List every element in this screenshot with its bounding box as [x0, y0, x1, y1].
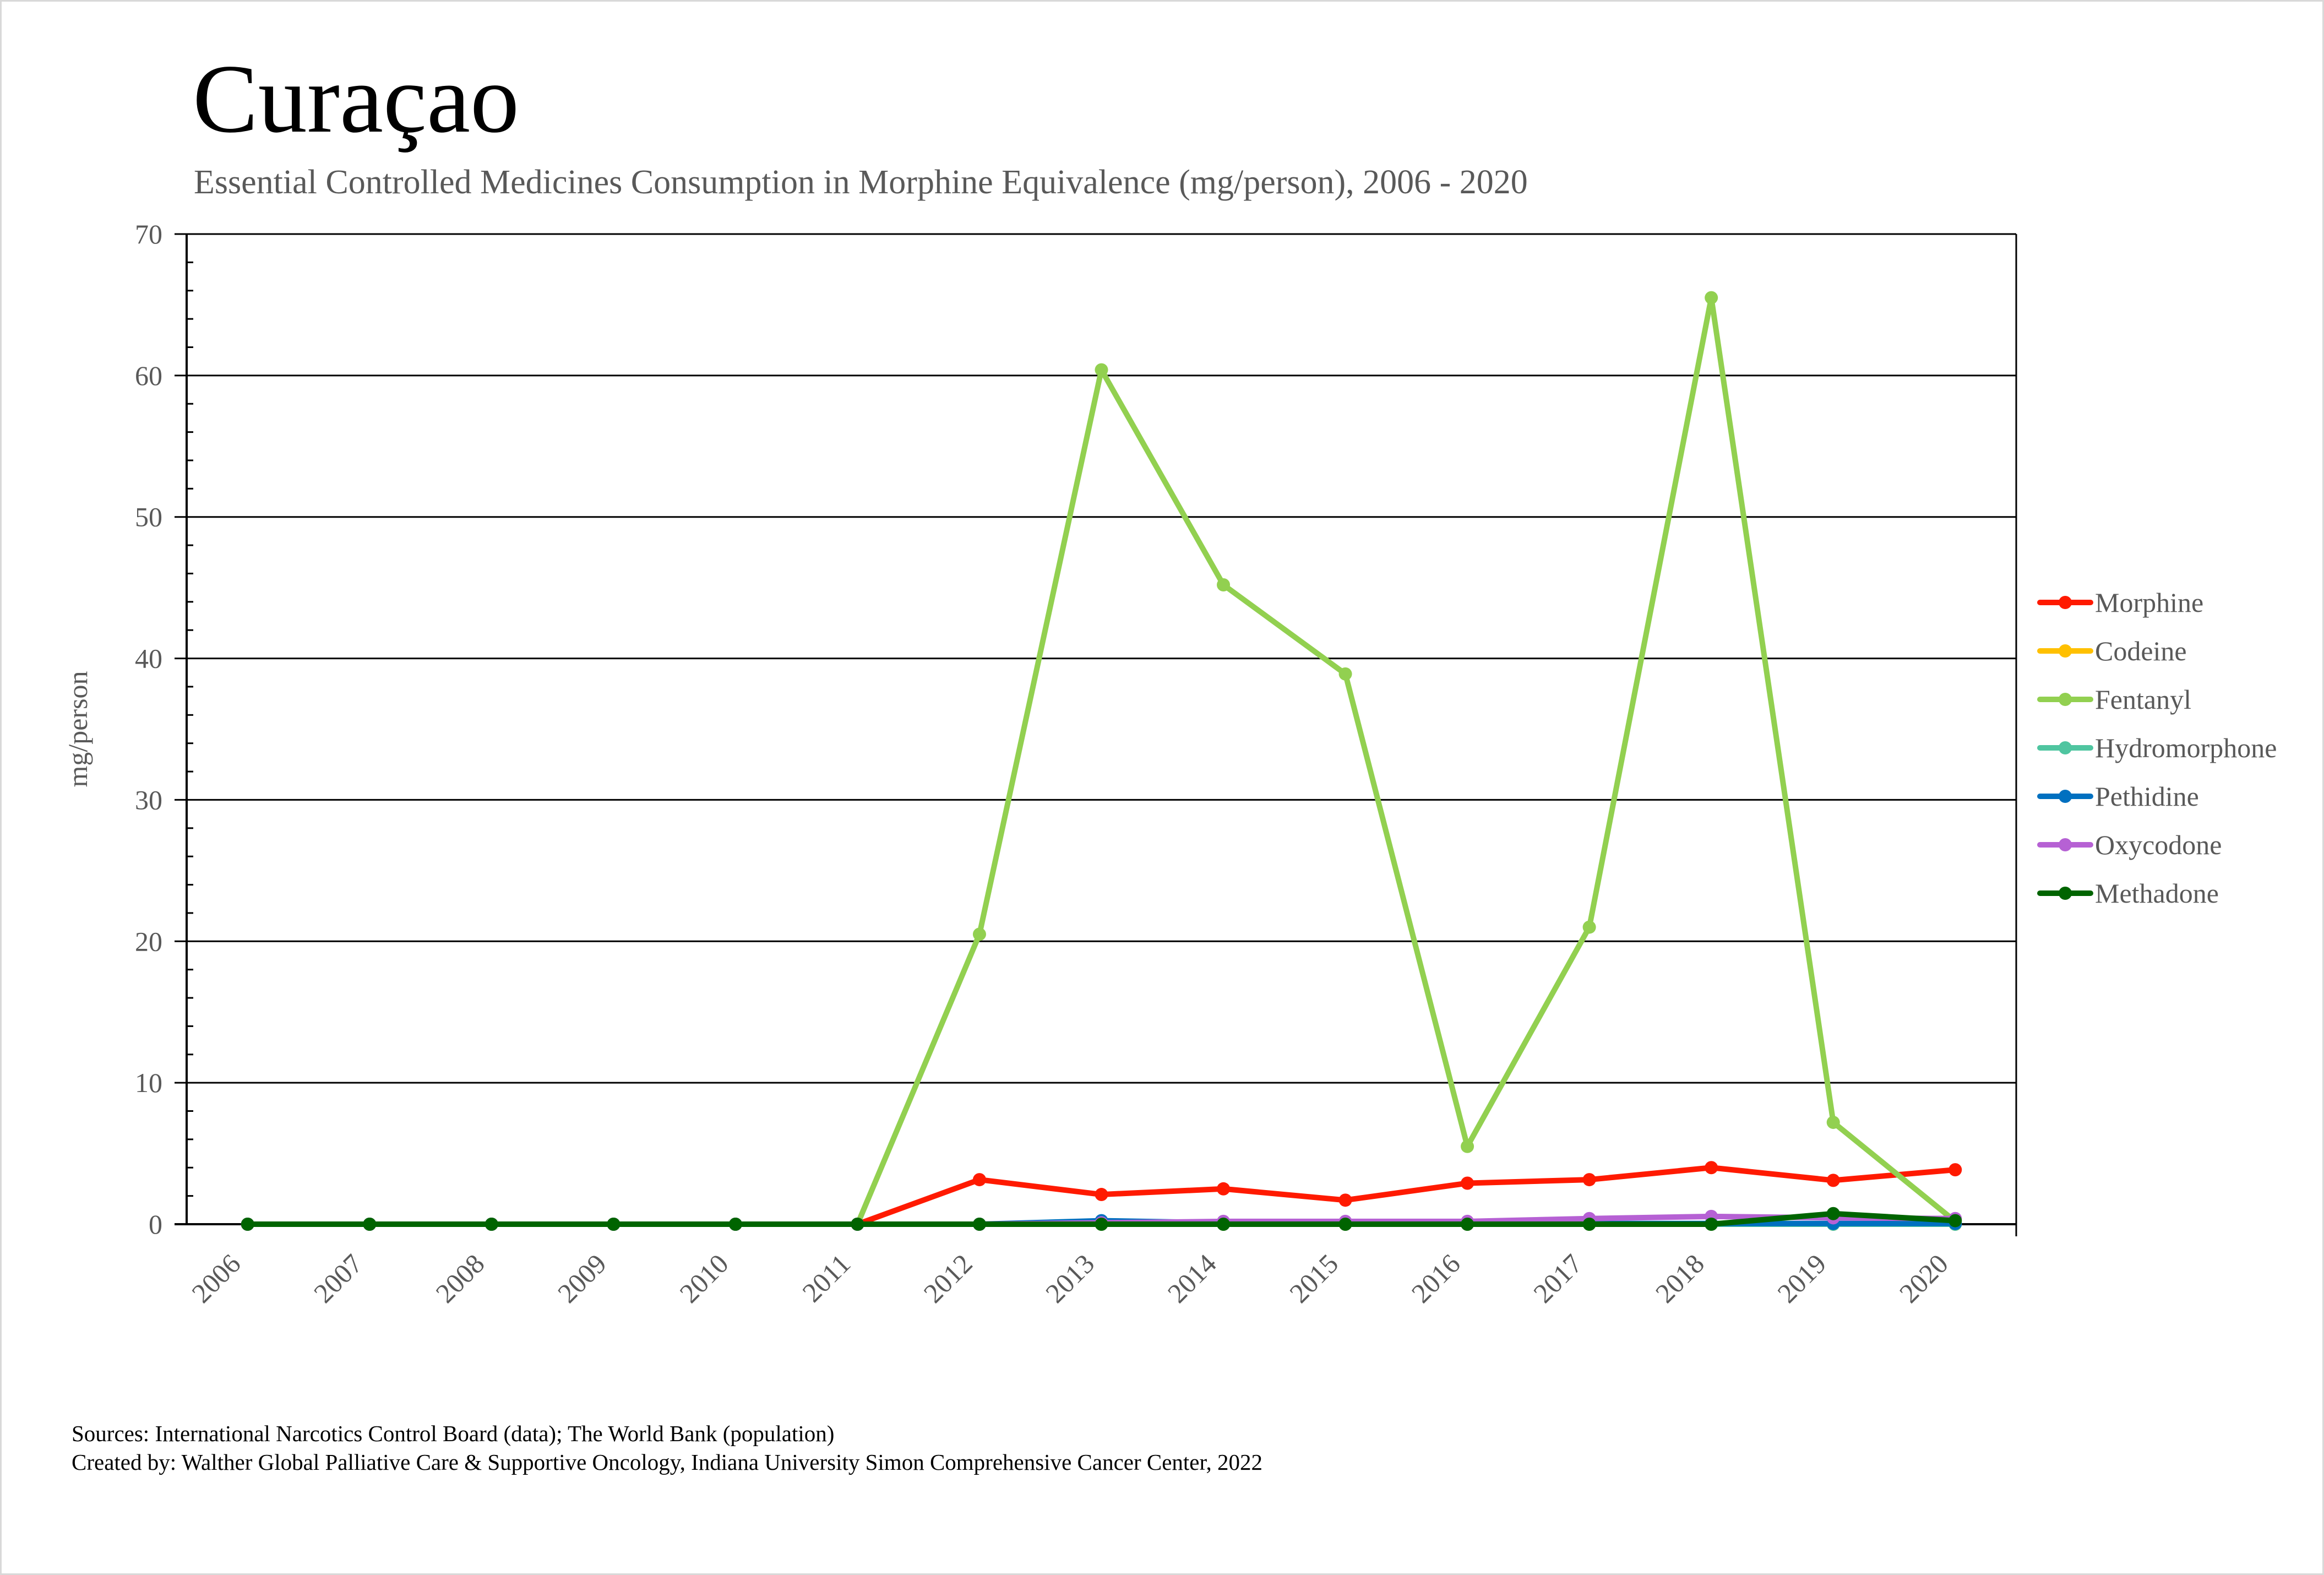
y-axis-ticks: 0 10 20 30 40 50 60 70	[135, 219, 193, 1240]
methadone-point-2018	[1705, 1218, 1718, 1231]
series-fentanyl	[241, 291, 1962, 1231]
morphine-point-2018	[1705, 1161, 1718, 1175]
legend-label: Pethidine	[2095, 781, 2199, 812]
x-tick-label: 2006	[186, 1248, 246, 1308]
methadone-point-2013	[1095, 1218, 1108, 1231]
legend-label: Oxycodone	[2095, 829, 2222, 860]
x-tick-label: 2018	[1650, 1248, 1710, 1308]
x-tick-label: 2008	[429, 1248, 490, 1308]
fentanyl-point-2013	[1095, 363, 1108, 377]
x-tick-label: 2020	[1893, 1248, 1954, 1308]
legend-item-hydromorphone: Hydromorphone	[2037, 732, 2277, 763]
fentanyl-point-2018	[1705, 291, 1718, 305]
x-tick-label: 2007	[308, 1248, 368, 1308]
x-tick-label: 2013	[1039, 1248, 1100, 1308]
y-axis-title: mg/person	[62, 671, 93, 787]
morphine-point-2013	[1095, 1188, 1108, 1202]
fentanyl-point-2016	[1461, 1139, 1474, 1153]
legend-label: Morphine	[2095, 587, 2203, 618]
pethidine-legend-marker	[2059, 790, 2072, 803]
methadone-legend-marker	[2059, 887, 2072, 900]
methadone-point-2009	[607, 1218, 621, 1231]
y-tick-label: 60	[135, 360, 162, 391]
credit-note: Created by: Walther Global Palliative Ca…	[72, 1449, 1263, 1475]
series-methadone	[241, 1207, 1962, 1231]
x-tick-label: 2011	[796, 1248, 856, 1308]
chart-subtitle: Essential Controlled Medicines Consumpti…	[194, 164, 1528, 201]
morphine-point-2020	[1949, 1163, 1962, 1177]
y-tick-label: 40	[135, 643, 162, 674]
methadone-point-2007	[363, 1218, 377, 1231]
x-tick-label: 2015	[1283, 1248, 1344, 1308]
legend-item-morphine: Morphine	[2037, 587, 2203, 618]
methadone-point-2019	[1826, 1207, 1840, 1220]
x-tick-label: 2014	[1162, 1248, 1222, 1308]
oxycodone-legend-marker	[2059, 838, 2072, 851]
legend-label: Hydromorphone	[2095, 732, 2277, 763]
x-tick-label: 2009	[552, 1248, 612, 1308]
legend-item-methadone: Methadone	[2037, 878, 2219, 909]
morphine-point-2019	[1826, 1174, 1840, 1187]
methadone-point-2006	[241, 1218, 254, 1231]
x-tick-label: 2016	[1406, 1248, 1466, 1308]
methadone-point-2014	[1217, 1218, 1231, 1231]
codeine-legend-marker	[2059, 644, 2072, 658]
legend-item-codeine: Codeine	[2037, 636, 2187, 666]
gridlines	[175, 233, 2016, 1084]
morphine-point-2017	[1582, 1173, 1596, 1187]
legend-label: Fentanyl	[2095, 684, 2191, 715]
morphine-point-2015	[1338, 1193, 1352, 1207]
y-tick-label: 50	[135, 502, 162, 533]
methadone-point-2011	[851, 1218, 864, 1231]
x-tick-label: 2019	[1771, 1248, 1832, 1308]
methadone-point-2020	[1949, 1214, 1962, 1228]
methadone-point-2010	[728, 1218, 742, 1231]
fentanyl-point-2014	[1217, 578, 1231, 592]
y-tick-label: 70	[135, 219, 162, 249]
fentanyl-point-2017	[1582, 920, 1596, 934]
legend-item-fentanyl: Fentanyl	[2037, 684, 2191, 715]
fentanyl-line	[244, 295, 1958, 1227]
y-tick-label: 30	[135, 784, 162, 815]
fentanyl-point-2015	[1338, 667, 1352, 681]
series-lines	[241, 291, 1962, 1231]
x-axis-ticks: 2006 2007 2008 2009 2010 2011 2012 2013 2014 2015…	[186, 1248, 1954, 1308]
morphine-point-2014	[1217, 1182, 1231, 1196]
y-tick-label: 0	[149, 1209, 162, 1240]
methadone-point-2017	[1582, 1218, 1596, 1231]
morphine-legend-marker	[2059, 596, 2072, 609]
fentanyl-legend-marker	[2059, 693, 2072, 706]
morphine-point-2016	[1461, 1176, 1474, 1190]
legend-item-oxycodone: Oxycodone	[2037, 829, 2222, 860]
legend-label: Codeine	[2095, 636, 2187, 666]
morphine-point-2012	[972, 1173, 986, 1187]
legend-item-pethidine: Pethidine	[2037, 781, 2199, 812]
x-tick-label: 2010	[673, 1248, 734, 1308]
fentanyl-point-2012	[972, 927, 986, 941]
x-tick-label: 2017	[1527, 1248, 1588, 1308]
y-tick-label: 10	[135, 1067, 162, 1098]
hydromorphone-legend-marker	[2059, 741, 2072, 754]
legend: Morphine Codeine Fentanyl Hydromorphone Peth…	[2037, 587, 2277, 909]
methadone-point-2016	[1461, 1218, 1474, 1231]
sources-note: Sources: International Narcotics Control…	[72, 1421, 835, 1446]
methadone-point-2008	[485, 1218, 498, 1231]
methadone-point-2015	[1338, 1218, 1352, 1231]
axes	[175, 234, 2017, 1236]
x-tick-label: 2012	[917, 1248, 978, 1308]
page-title: Curaçao	[193, 44, 520, 153]
methadone-point-2012	[972, 1218, 986, 1231]
fentanyl-point-2019	[1826, 1116, 1840, 1129]
legend-label: Methadone	[2095, 878, 2219, 909]
y-tick-label: 20	[135, 926, 162, 957]
